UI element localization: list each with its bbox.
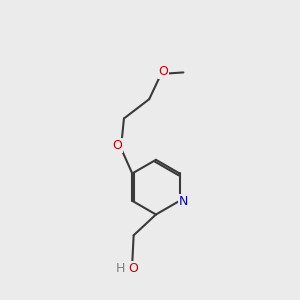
Text: H: H xyxy=(116,262,125,275)
Text: O: O xyxy=(112,139,122,152)
Text: N: N xyxy=(178,195,188,208)
Text: O: O xyxy=(158,65,168,78)
Text: O: O xyxy=(128,262,138,275)
